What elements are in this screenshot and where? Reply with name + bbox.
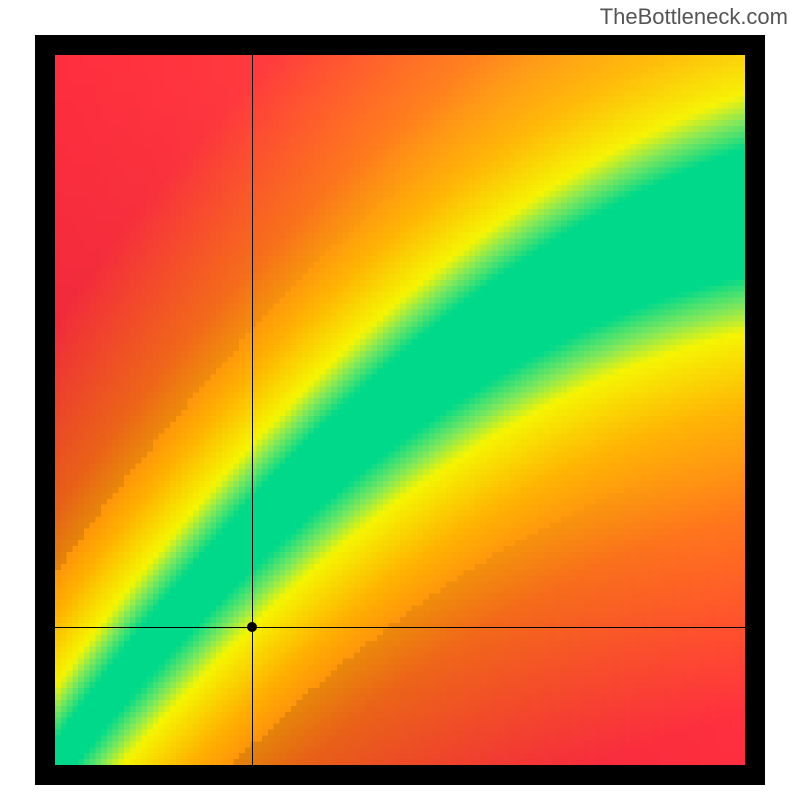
crosshair-vertical <box>252 55 253 765</box>
crosshair-horizontal <box>55 627 745 628</box>
plot-area <box>55 55 745 765</box>
marker-dot <box>247 622 257 632</box>
heatmap-canvas <box>55 55 745 765</box>
attribution-text: TheBottleneck.com <box>600 4 788 30</box>
chart-container: TheBottleneck.com <box>0 0 800 800</box>
chart-frame <box>35 35 765 785</box>
